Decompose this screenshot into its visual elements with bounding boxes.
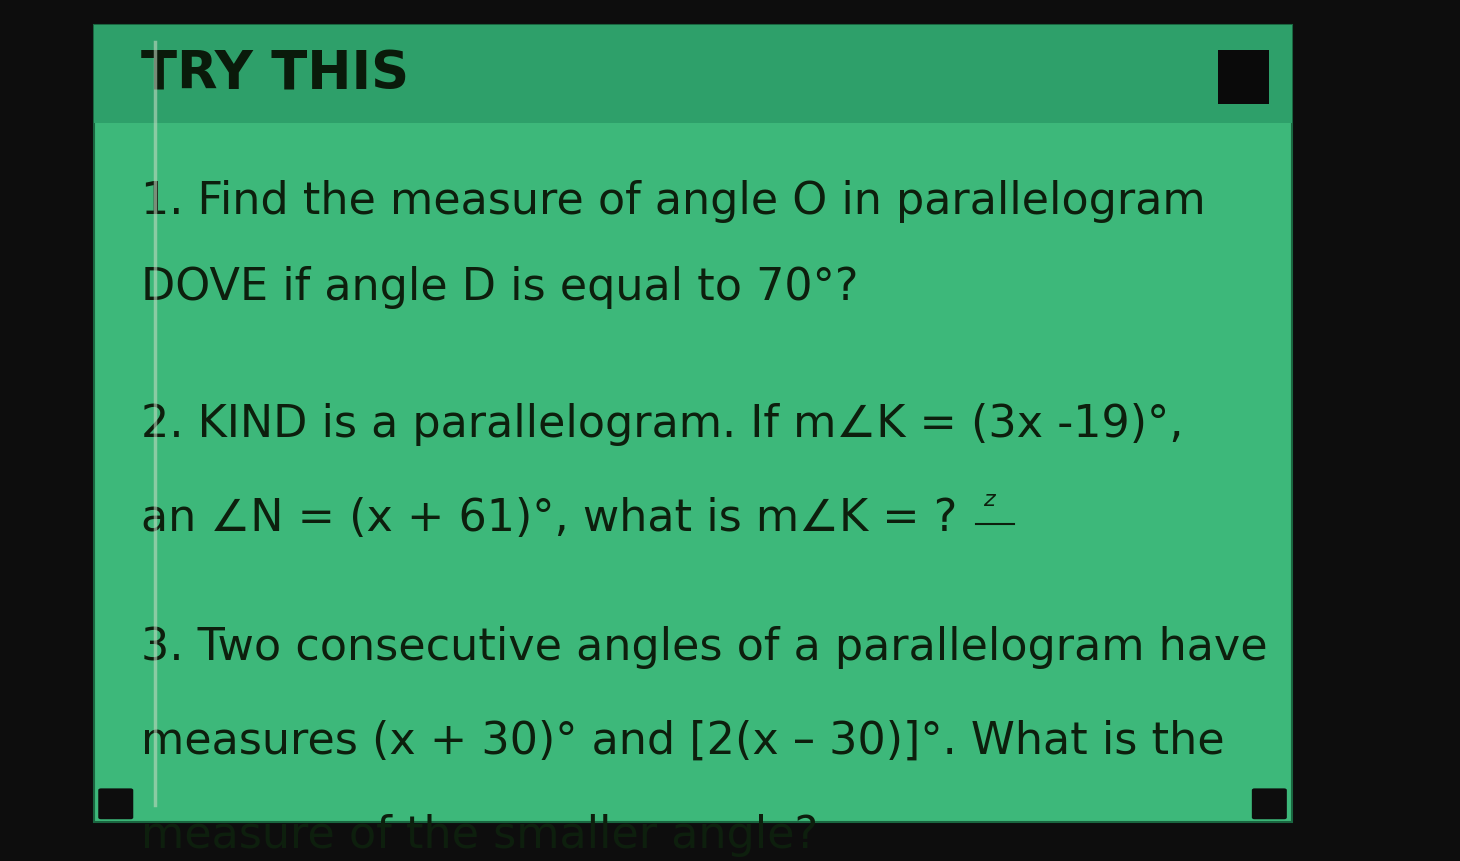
Text: DOVE if angle D is equal to 70°?: DOVE if angle D is equal to 70°? [142, 265, 858, 308]
Text: measures (x + 30)° and [2(x – 30)]°. What is the: measures (x + 30)° and [2(x – 30)]°. Wha… [142, 719, 1225, 762]
Text: 1. Find the measure of angle O in parallelogram: 1. Find the measure of angle O in parall… [142, 180, 1206, 223]
FancyBboxPatch shape [95, 26, 1292, 822]
Text: an ∠N = (x + 61)°, what is m∠K = ?: an ∠N = (x + 61)°, what is m∠K = ? [142, 497, 958, 539]
FancyBboxPatch shape [95, 26, 1292, 124]
FancyBboxPatch shape [98, 789, 133, 820]
Text: 2. KIND is a parallelogram. If m∠K = (3x -19)°,: 2. KIND is a parallelogram. If m∠K = (3x… [142, 402, 1184, 445]
FancyBboxPatch shape [1251, 789, 1286, 820]
FancyBboxPatch shape [1218, 52, 1269, 104]
Text: measure of the smaller angle?: measure of the smaller angle? [142, 814, 819, 856]
Text: TRY THIS: TRY THIS [142, 49, 409, 101]
Text: 3. Two consecutive angles of a parallelogram have: 3. Two consecutive angles of a parallelo… [142, 625, 1267, 668]
Text: z: z [983, 489, 994, 510]
